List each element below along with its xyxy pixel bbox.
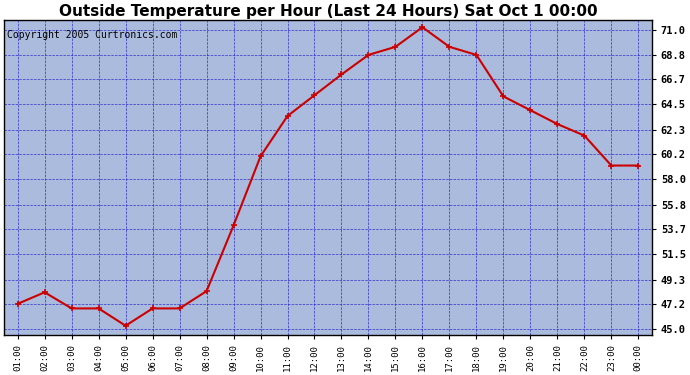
Title: Outside Temperature per Hour (Last 24 Hours) Sat Oct 1 00:00: Outside Temperature per Hour (Last 24 Ho… <box>59 4 598 19</box>
Text: Copyright 2005 Curtronics.com: Copyright 2005 Curtronics.com <box>8 30 178 40</box>
